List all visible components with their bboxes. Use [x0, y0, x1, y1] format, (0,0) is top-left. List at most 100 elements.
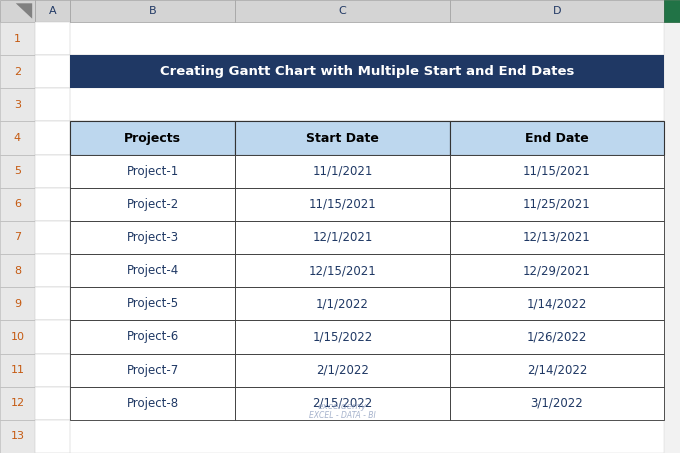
Text: Project-8: Project-8: [126, 397, 179, 410]
Text: 1/1/2022: 1/1/2022: [316, 297, 369, 310]
Bar: [235, 121, 450, 154]
Bar: [0, 154, 35, 188]
Bar: [0, 320, 35, 353]
Bar: [35, 154, 70, 188]
Bar: [35, 0, 70, 22]
Text: 1/14/2022: 1/14/2022: [527, 297, 588, 310]
Bar: [235, 287, 450, 320]
Bar: [35, 221, 70, 254]
Text: 3/1/2022: 3/1/2022: [530, 397, 583, 410]
Text: Project-2: Project-2: [126, 198, 179, 211]
Text: Project-5: Project-5: [126, 297, 179, 310]
Bar: [35, 22, 664, 55]
Bar: [35, 353, 664, 387]
Text: 4: 4: [14, 133, 21, 143]
Bar: [35, 121, 664, 154]
Bar: [235, 188, 450, 221]
Bar: [235, 154, 450, 188]
Text: 12/13/2021: 12/13/2021: [523, 231, 591, 244]
Bar: [35, 387, 664, 420]
Bar: [450, 387, 664, 420]
Bar: [35, 88, 70, 121]
Text: 6: 6: [14, 199, 21, 209]
Text: 3: 3: [14, 100, 21, 110]
Bar: [70, 254, 235, 287]
Text: 11/25/2021: 11/25/2021: [523, 198, 591, 211]
Bar: [0, 420, 35, 453]
Bar: [35, 88, 664, 121]
Text: 11/1/2021: 11/1/2021: [312, 165, 373, 178]
Bar: [0, 0, 35, 22]
Bar: [70, 387, 235, 420]
Bar: [450, 320, 664, 353]
Text: EXCEL - DATA - BI: EXCEL - DATA - BI: [309, 411, 376, 420]
Text: 7: 7: [14, 232, 21, 242]
Bar: [70, 55, 664, 88]
Text: C: C: [339, 6, 346, 16]
Bar: [450, 154, 664, 188]
Bar: [0, 353, 35, 387]
Bar: [70, 320, 235, 353]
Polygon shape: [16, 3, 32, 19]
Text: 2/14/2022: 2/14/2022: [527, 364, 588, 376]
Bar: [450, 188, 664, 221]
Bar: [35, 55, 664, 88]
Bar: [450, 221, 664, 254]
Bar: [35, 320, 70, 353]
Text: 12/15/2021: 12/15/2021: [309, 264, 376, 277]
Text: 11/15/2021: 11/15/2021: [523, 165, 591, 178]
Bar: [70, 154, 235, 188]
Bar: [35, 287, 70, 320]
Bar: [35, 254, 664, 287]
Bar: [70, 121, 235, 154]
Text: 2: 2: [14, 67, 21, 77]
Bar: [0, 55, 35, 88]
Text: 11: 11: [10, 365, 24, 375]
Text: 12: 12: [10, 398, 24, 408]
Bar: [235, 353, 450, 387]
Text: 12/29/2021: 12/29/2021: [523, 264, 591, 277]
Text: 10: 10: [10, 332, 24, 342]
Bar: [70, 0, 235, 22]
Text: Project-7: Project-7: [126, 364, 179, 376]
Text: Project-4: Project-4: [126, 264, 179, 277]
Bar: [35, 22, 70, 55]
Bar: [0, 221, 35, 254]
Bar: [70, 188, 235, 221]
Bar: [0, 121, 35, 154]
Bar: [664, 0, 680, 22]
Bar: [235, 0, 450, 22]
Bar: [0, 188, 35, 221]
Bar: [35, 287, 664, 320]
Text: D: D: [553, 6, 561, 16]
Bar: [35, 320, 664, 353]
Text: End Date: End Date: [525, 131, 589, 145]
Bar: [450, 287, 664, 320]
Text: 1/26/2022: 1/26/2022: [527, 330, 588, 343]
Text: Project-6: Project-6: [126, 330, 179, 343]
Bar: [35, 254, 70, 287]
Text: 2/15/2022: 2/15/2022: [312, 397, 373, 410]
Bar: [450, 254, 664, 287]
Bar: [450, 121, 664, 154]
Bar: [0, 254, 35, 287]
Bar: [0, 88, 35, 121]
Bar: [35, 221, 664, 254]
Text: 8: 8: [14, 265, 21, 276]
Text: B: B: [149, 6, 156, 16]
Bar: [35, 188, 70, 221]
Bar: [70, 221, 235, 254]
Bar: [235, 387, 450, 420]
Bar: [450, 353, 664, 387]
Text: 11/15/2021: 11/15/2021: [309, 198, 376, 211]
Text: 9: 9: [14, 299, 21, 309]
Bar: [235, 320, 450, 353]
Bar: [235, 221, 450, 254]
Bar: [35, 154, 664, 188]
Bar: [450, 0, 664, 22]
Bar: [35, 420, 664, 453]
Text: 1: 1: [14, 34, 21, 43]
Text: 1/15/2022: 1/15/2022: [312, 330, 373, 343]
Bar: [0, 287, 35, 320]
Text: 12/1/2021: 12/1/2021: [312, 231, 373, 244]
